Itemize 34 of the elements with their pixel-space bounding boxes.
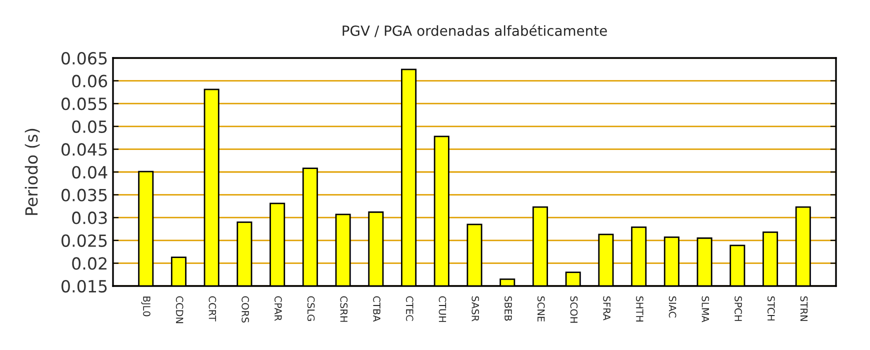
x-tick-label: CCRT	[208, 296, 216, 322]
x-tick-label: CTBA	[373, 296, 380, 322]
x-tick-label: SBEB	[504, 296, 512, 321]
x-tick-label: CTEC	[406, 296, 414, 321]
x-tick-label: SHTH	[636, 296, 644, 322]
x-tick-label: SFRA	[603, 296, 610, 320]
x-tick-label: SCNE	[537, 296, 545, 322]
y-tick-label: 0.04	[72, 166, 108, 179]
y-tick-label: 0.03	[72, 212, 107, 224]
x-tick-label: CSRH	[340, 296, 348, 322]
x-tick-label: CPAR	[274, 296, 282, 321]
x-tick-label: SLMA	[702, 296, 710, 322]
y-tick-label: 0.06	[72, 74, 108, 88]
y-axis-title: Periodo (s)	[24, 128, 40, 215]
x-tick-label: CORS	[242, 296, 249, 323]
x-tick-label: SPCH	[734, 296, 742, 321]
x-tick-label: STCH	[767, 296, 775, 320]
x-tick-label: SCOH	[570, 296, 578, 323]
y-tick-label: 0.025	[62, 234, 107, 247]
x-tick-label: CCDN	[176, 296, 184, 324]
y-tick-label: 0.055	[62, 98, 107, 110]
x-tick-label: SIAC	[668, 296, 676, 318]
y-tick-label: 0.045	[62, 143, 107, 156]
y-tick-label: 0.065	[62, 52, 107, 65]
x-tick-label: CTUH	[438, 296, 446, 322]
y-tick-label: 0.015	[62, 280, 107, 293]
y-tick-label: 0.035	[62, 188, 107, 202]
y-tick-label: 0.02	[72, 257, 106, 270]
x-tick-label: STRN	[800, 296, 808, 321]
chart-title: PGV / PGA ordenadas alfabéticamente	[342, 24, 607, 38]
x-tick-label: BJL0	[141, 296, 150, 316]
x-tick-label: SASR	[472, 296, 480, 322]
y-tick-label: 0.05	[72, 120, 107, 133]
x-tick-label: CSLG	[307, 296, 315, 321]
